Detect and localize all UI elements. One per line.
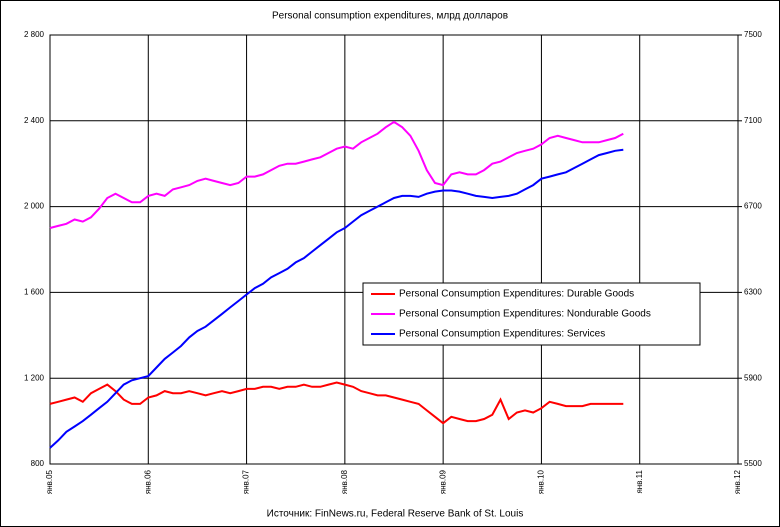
y-tick-label: 800 (31, 459, 45, 468)
data-line (49, 148, 624, 449)
legend-label: Personal Consumption Expenditures: Servi… (399, 329, 605, 340)
x-tick-label: янв.07 (242, 469, 251, 494)
data-line (49, 120, 624, 229)
y-tick-label: 1 600 (24, 288, 45, 297)
y-tick-label: 2 800 (24, 30, 45, 39)
data-line (49, 381, 624, 425)
y-tick-label: 2 400 (24, 116, 45, 125)
chart-title: Personal consumption expenditures, млрд … (272, 11, 508, 22)
x-tick-label: янв.05 (45, 469, 54, 494)
legend-label: Personal Consumption Expenditures: Nondu… (399, 309, 651, 320)
legend-box (362, 282, 701, 346)
y2-tick-label: 5900 (744, 373, 762, 382)
y2-tick-label: 7100 (744, 116, 762, 125)
y2-tick-label: 7500 (744, 30, 762, 39)
x-tick-label: янв.10 (537, 469, 546, 494)
y-tick-label: 1 200 (24, 373, 45, 382)
x-tick-label: янв.06 (143, 469, 152, 494)
y-tick-label: 2 000 (24, 202, 45, 211)
x-tick-label: янв.09 (438, 469, 447, 494)
legend-label: Personal Consumption Expenditures: Durab… (399, 289, 634, 300)
x-tick-label: янв.08 (340, 469, 349, 494)
y2-tick-label: 6700 (744, 202, 762, 211)
source-note: Источник: FinNews.ru, Federal Reserve Ba… (267, 509, 524, 520)
y2-tick-label: 6300 (744, 288, 762, 297)
x-tick-label: янв.12 (733, 469, 742, 494)
x-tick-label: янв.11 (635, 469, 644, 493)
y2-tick-label: 5500 (744, 459, 762, 468)
